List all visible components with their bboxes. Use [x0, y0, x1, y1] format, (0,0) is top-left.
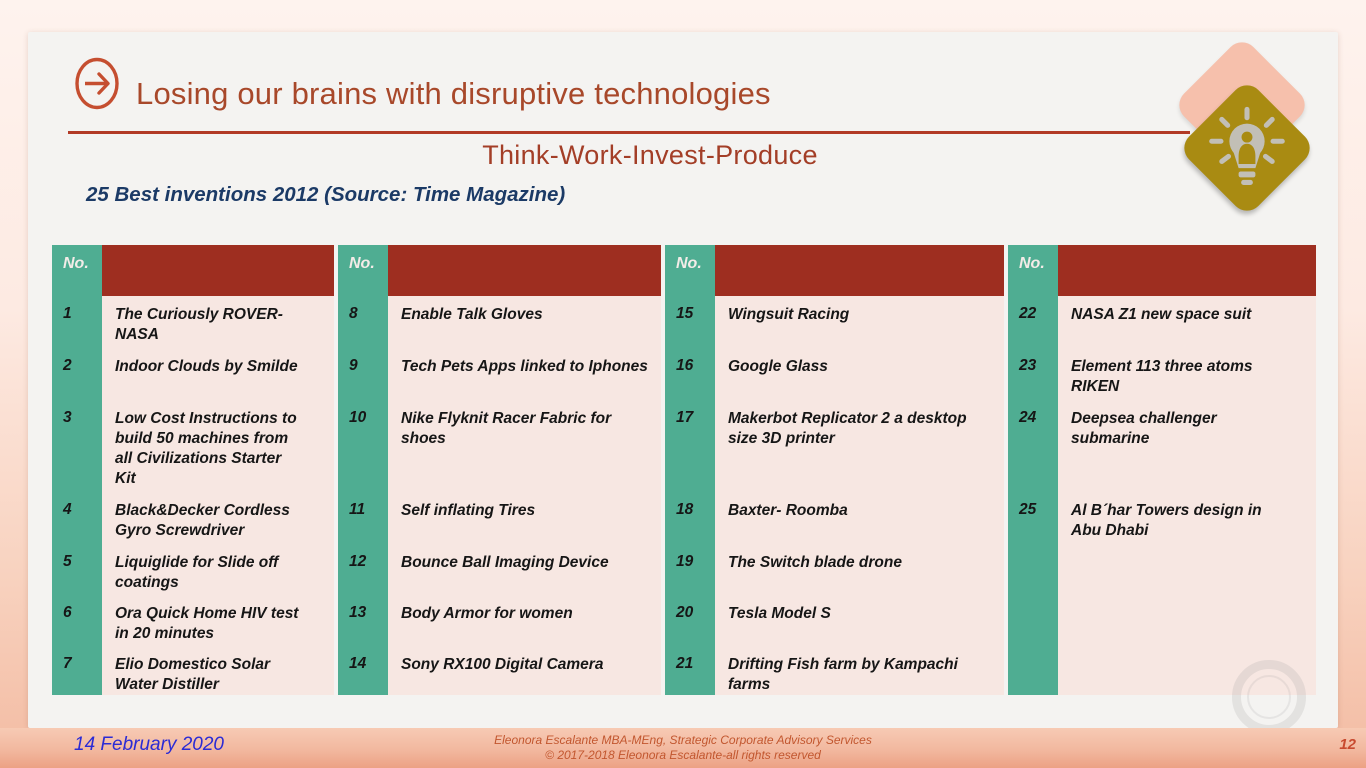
item-number: 1: [52, 296, 102, 348]
no-column-header: No.: [1008, 245, 1058, 296]
item-number: 23: [1008, 348, 1058, 400]
no-column-header: No.: [52, 245, 102, 296]
item-number: 4: [52, 492, 102, 544]
item-text: [1058, 595, 1316, 646]
item-text: The Switch blade drone: [715, 544, 1004, 595]
item-text: Baxter- Roomba: [715, 492, 1004, 544]
item-number: 20: [665, 595, 715, 646]
item-text: Tech Pets Apps linked to Iphones: [388, 348, 661, 400]
item-text: Sony RX100 Digital Camera: [388, 646, 661, 695]
slide-canvas: Losing our brains with disruptive techno…: [28, 32, 1338, 728]
item-text: Low Cost Instructions to build 50 machin…: [102, 400, 334, 492]
watermark-seal: [1232, 660, 1306, 728]
item-number: 21: [665, 646, 715, 695]
item-text: Body Armor for women: [388, 595, 661, 646]
item-text: Element 113 three atoms RIKEN: [1058, 348, 1316, 400]
item-text: NASA Z1 new space suit: [1058, 296, 1316, 348]
table-group-1: No. 1 The Curiously ROVER- NASA 2 Indoor Clo…: [52, 245, 334, 695]
item-text: Al B´har Towers design in Abu Dhabi: [1058, 492, 1316, 544]
footer-credits: Eleonora Escalante MBA-MEng, Strategic C…: [0, 733, 1366, 763]
item-text: Enable Talk Gloves: [388, 296, 661, 348]
footer-date: 14 February 2020: [74, 734, 224, 755]
item-number: 24: [1008, 400, 1058, 492]
item-text: Black&Decker Cordless Gyro Screwdriver: [102, 492, 334, 544]
item-number: 7: [52, 646, 102, 695]
item-number: 25: [1008, 492, 1058, 544]
item-number: 2: [52, 348, 102, 400]
item-number: 14: [338, 646, 388, 695]
item-text: Wingsuit Racing: [715, 296, 1004, 348]
no-column-header: No.: [338, 245, 388, 296]
item-number: [1008, 595, 1058, 646]
item-number: 3: [52, 400, 102, 492]
item-text: Liquiglide for Slide off coatings: [102, 544, 334, 595]
table-group-4: No. 22 NASA Z1 new space suit 23 Element 113…: [1008, 245, 1316, 695]
inventions-table: No. 1 The Curiously ROVER- NASA 2 Indoor Clo…: [52, 245, 1316, 695]
item-text: Indoor Clouds by Smilde: [102, 348, 334, 400]
item-text: Nike Flyknit Racer Fabric for shoes: [388, 400, 661, 492]
item-number: 10: [338, 400, 388, 492]
item-text: [1058, 544, 1316, 595]
table-group-3: No. 15 Wingsuit Racing 16 Google Glass 17 Make…: [665, 245, 1004, 695]
title-underline: [68, 131, 1190, 134]
item-text: Self inflating Tires: [388, 492, 661, 544]
no-column-header: No.: [665, 245, 715, 296]
item-text: Drifting Fish farm by Kampachi farms: [715, 646, 1004, 695]
footer-credit-line1: Eleonora Escalante MBA-MEng, Strategic C…: [494, 733, 872, 747]
footer-band: 14 February 2020 Eleonora Escalante MBA-…: [0, 728, 1366, 768]
item-number: 15: [665, 296, 715, 348]
item-number: 12: [338, 544, 388, 595]
item-number: 13: [338, 595, 388, 646]
table-group-2: No. 8 Enable Talk Gloves 9 Tech Pets Apps li…: [338, 245, 661, 695]
arrow-right-circle-icon: [75, 57, 119, 110]
item-number: 16: [665, 348, 715, 400]
item-number: [1008, 544, 1058, 595]
item-number: 22: [1008, 296, 1058, 348]
invention-column-header: [1058, 245, 1316, 296]
item-number: 6: [52, 595, 102, 646]
item-number: 11: [338, 492, 388, 544]
slide-heading: 25 Best inventions 2012 (Source: Time Ma…: [86, 183, 566, 206]
item-text: Elio Domestico Solar Water Distiller: [102, 646, 334, 695]
invention-column-header: [102, 245, 334, 296]
item-text: Google Glass: [715, 348, 1004, 400]
item-number: 18: [665, 492, 715, 544]
lightbulb-idea-icon: [1209, 106, 1285, 185]
item-text: The Curiously ROVER- NASA: [102, 296, 334, 348]
item-number: 5: [52, 544, 102, 595]
item-number: 19: [665, 544, 715, 595]
item-text: Bounce Ball Imaging Device: [388, 544, 661, 595]
item-text: Makerbot Replicator 2 a desktop size 3D …: [715, 400, 1004, 492]
slide-title: Losing our brains with disruptive techno…: [136, 76, 771, 111]
item-number: 17: [665, 400, 715, 492]
item-number: [1008, 646, 1058, 695]
item-text: Tesla Model S: [715, 595, 1004, 646]
item-number: 8: [338, 296, 388, 348]
item-text: Deepsea challenger submarine: [1058, 400, 1316, 492]
slide-subtitle: Think-Work-Invest-Produce: [482, 140, 818, 170]
item-number: 9: [338, 348, 388, 400]
invention-column-header: [715, 245, 1004, 296]
page-number: 12: [1339, 736, 1356, 753]
footer-credit-line2: © 2017-2018 Eleonora Escalante-all right…: [545, 748, 821, 762]
item-text: Ora Quick Home HIV test in 20 minutes: [102, 595, 334, 646]
invention-column-header: [388, 245, 661, 296]
